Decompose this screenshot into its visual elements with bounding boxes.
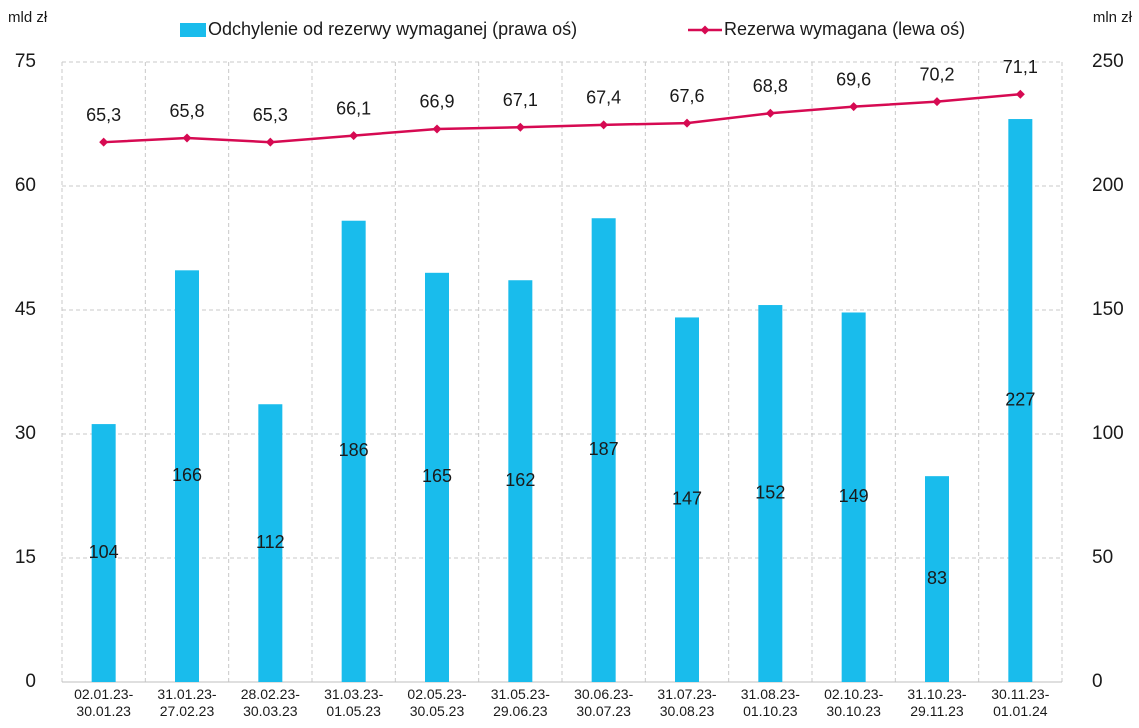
line-marker [432,124,442,134]
bar-value-label: 83 [927,568,947,588]
y2-tick-label: 0 [1092,671,1103,692]
legend-marker [700,25,710,35]
bar-value-label: 147 [672,488,702,508]
x-tick-label: 02.05.23-30.05.23 [407,686,466,719]
y-tick-label: 60 [15,175,36,196]
y-tick-label: 45 [15,299,36,320]
y-tick-label: 15 [15,547,36,568]
line-value-label: 65,3 [86,105,121,125]
x-tick-label: 31.03.23-01.05.23 [324,686,383,719]
line-value-label: 67,4 [586,88,621,108]
line-value-label: 69,6 [836,69,871,89]
bar [1008,119,1033,683]
bar [841,312,866,682]
y2-axis-unit: mln zł [1093,9,1133,26]
x-tick-label: 28.02.23-30.03.23 [241,686,300,719]
bar [758,305,783,682]
bar-value-label: 149 [839,486,869,506]
line-value-label: 71,1 [1003,57,1038,77]
x-tick-label: 31.01.23-27.02.23 [157,686,216,719]
bar-value-label: 162 [505,470,535,490]
y2-tick-label: 100 [1092,423,1124,444]
bar-value-label: 186 [339,440,369,460]
x-tick-label: 30.06.23-30.07.23 [574,686,633,719]
line-value-label: 68,8 [753,76,788,96]
y-axis-unit: mld zł [8,9,48,26]
line-marker [99,137,109,147]
line-marker [1015,89,1025,99]
line-value-label: 65,3 [253,105,288,125]
bar [341,220,366,682]
y-tick-label: 75 [15,51,36,72]
x-tick-label: 02.10.23-30.10.23 [824,686,883,719]
line-value-label: 67,1 [503,90,538,110]
line-value-label: 70,2 [919,64,954,84]
x-tick-label: 31.07.23-30.08.23 [657,686,716,719]
line-value-label: 65,8 [169,101,204,121]
bar-value-label: 165 [422,466,452,486]
line-value-label: 67,6 [669,86,704,106]
y2-tick-label: 150 [1092,299,1124,320]
bar [258,404,283,682]
line [103,92,1021,144]
line-marker [265,137,275,147]
line-value-label: 66,1 [336,98,371,118]
legend-label: Odchylenie od rezerwy wymaganej (prawa o… [208,19,577,39]
line-marker [182,133,192,143]
line-value-label: 66,9 [419,92,454,112]
y2-tick-label: 250 [1092,51,1124,72]
bar-value-label: 104 [89,542,119,562]
bar [675,317,699,682]
y2-tick-label: 200 [1092,175,1124,196]
line-marker [515,122,525,132]
bar [175,270,199,682]
line-marker [765,108,775,118]
line-marker [682,118,692,128]
line-marker [349,131,359,141]
y-tick-label: 30 [15,423,36,444]
x-tick-label: 31.10.23-29.11.23 [907,686,966,719]
bar [91,424,116,682]
bar-value-label: 187 [589,439,619,459]
x-tick-label: 30.11.23-01.01.24 [991,686,1049,719]
bar [425,272,449,682]
x-tick-label: 31.05.23-29.06.23 [491,686,550,719]
bar-value-label: 227 [1005,389,1035,409]
line-marker [932,97,942,107]
y-tick-label: 0 [25,671,36,692]
line-marker [599,120,609,130]
bar-value-label: 112 [256,532,285,552]
x-tick-label: 31.08.23-01.10.23 [741,686,800,719]
x-tick-label: 02.01.23-30.01.23 [74,686,133,719]
line-marker [849,102,859,112]
legend-label: Rezerwa wymagana (lewa oś) [724,19,965,39]
bar [508,280,533,682]
bar-value-label: 152 [755,482,785,502]
legend-swatch [180,23,206,37]
y2-tick-label: 50 [1092,547,1113,568]
bar-value-label: 166 [172,465,202,485]
bar [925,476,949,682]
bar [591,218,616,683]
